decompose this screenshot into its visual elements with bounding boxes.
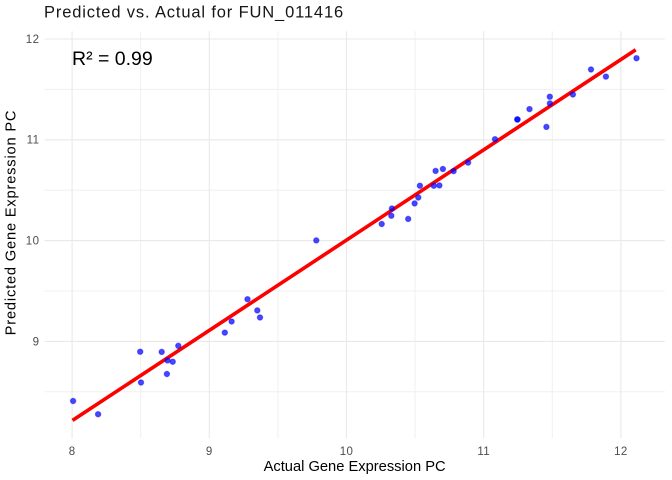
svg-text:12: 12 (26, 34, 40, 46)
svg-text:10: 10 (340, 446, 354, 458)
svg-text:Actual Gene Expression PC: Actual Gene Expression PC (264, 459, 446, 475)
svg-text:Predicted vs. Actual for FUN_0: Predicted vs. Actual for FUN_011416 (44, 4, 344, 22)
svg-text:9: 9 (33, 336, 40, 348)
svg-text:11: 11 (27, 135, 40, 147)
svg-text:11: 11 (477, 446, 490, 458)
svg-text:9: 9 (206, 446, 213, 458)
svg-text:8: 8 (69, 446, 76, 458)
svg-text:R² = 0.99: R² = 0.99 (72, 48, 153, 70)
svg-text:Predicted Gene Expression PC: Predicted Gene Expression PC (4, 110, 20, 336)
svg-text:12: 12 (614, 446, 628, 458)
svg-text:10: 10 (26, 236, 40, 248)
